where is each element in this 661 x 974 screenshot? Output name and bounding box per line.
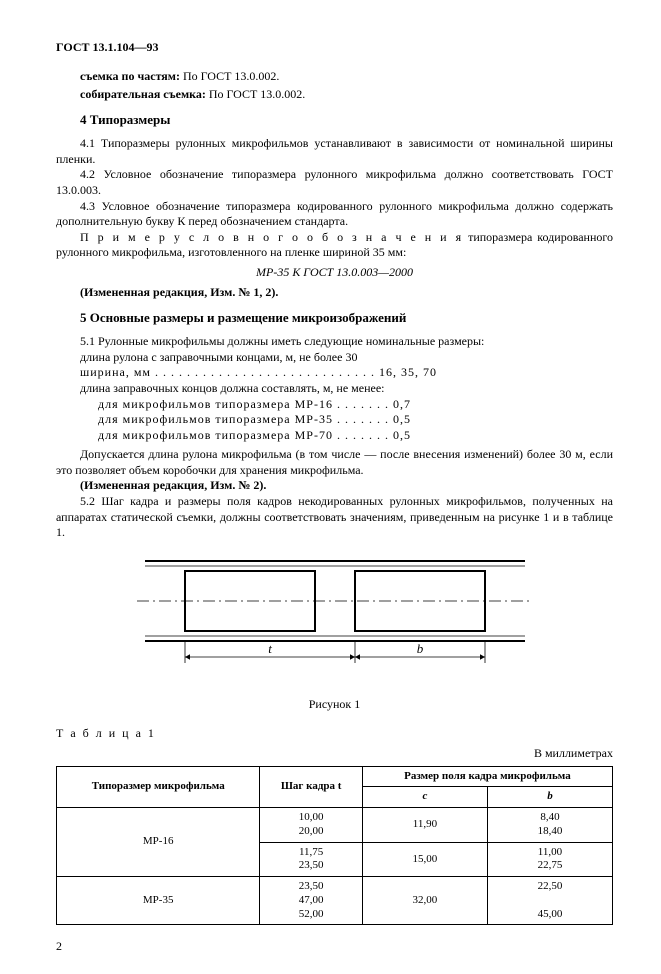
page-number: 2: [56, 939, 613, 954]
list-l3: длина заправочных концов должна составля…: [56, 381, 613, 397]
para-5-1-tail: Допускается длина рулона микрофильма (в …: [56, 447, 613, 478]
table-row: МР-16: [57, 808, 260, 877]
para-4-3: 4.3 Условное обозначение типоразмера код…: [56, 199, 613, 230]
table-1-title: Т а б л и ц а 1: [56, 726, 613, 742]
def1-term: съемка по частям:: [80, 69, 180, 83]
th-b: b: [487, 787, 612, 808]
sec4-changed: (Измененная редакция, Изм. № 1, 2).: [56, 285, 613, 301]
figure-1: tb: [56, 551, 613, 691]
para-4-2: 4.2 Условное обозначение типоразмера рул…: [56, 167, 613, 198]
para-4-example: П р и м е р у с л о в н о г о о б о з н …: [56, 230, 613, 261]
table-cell: 10,0020,00: [260, 808, 363, 843]
table-row: МР-35: [57, 877, 260, 925]
sec5-changed: (Измененная редакция, Изм. № 2).: [56, 478, 613, 494]
para-5-1-intro: 5.1 Рулонные микрофильмы должны иметь сл…: [56, 334, 613, 350]
list-l1: длина рулона с заправочными концами, м, …: [56, 350, 613, 366]
table-1: Типоразмер микрофильма Шаг кадра t Разме…: [56, 766, 613, 926]
table-cell: 11,7523,50: [260, 842, 363, 877]
th-field: Размер поля кадра микрофильма: [362, 766, 612, 787]
table-cell: 15,00: [362, 842, 487, 877]
def1-rest: По ГОСТ 13.0.002.: [180, 69, 279, 83]
table-cell: 11,0022,75: [487, 842, 612, 877]
svg-text:t: t: [268, 641, 272, 656]
example-code: МР-35 К ГОСТ 13.0.003—2000: [56, 265, 613, 281]
table-1-units: В миллиметрах: [56, 746, 613, 762]
example-lead: П р и м е р у с л о в н о г о о б о з н …: [80, 230, 463, 244]
def2-term: собирательная съемка:: [80, 87, 206, 101]
section-4-title: 4 Типоразмеры: [56, 112, 613, 128]
table-1-body: МР-1610,0020,0011,908,4018,4011,7523,501…: [57, 808, 613, 925]
section-5-title: 5 Основные размеры и размещение микроизо…: [56, 310, 613, 326]
standard-code: ГОСТ 13.1.104—93: [56, 40, 613, 55]
definitions-block: съемка по частям: По ГОСТ 13.0.002. соби…: [56, 69, 613, 102]
th-c: c: [362, 787, 487, 808]
def2-rest: По ГОСТ 13.0.002.: [206, 87, 305, 101]
para-5-2: 5.2 Шаг кадра и размеры поля кадров неко…: [56, 494, 613, 541]
list-l4: для микрофильмов типоразмера МР-16 . . .…: [56, 397, 613, 413]
table-cell: 11,90: [362, 808, 487, 843]
list-l6: для микрофильмов типоразмера МР-70 . . .…: [56, 428, 613, 444]
list-l2: ширина, мм . . . . . . . . . . . . . . .…: [56, 365, 613, 381]
figure-1-caption: Рисунок 1: [56, 697, 613, 713]
table-cell: 8,4018,40: [487, 808, 612, 843]
svg-text:b: b: [416, 641, 423, 656]
table-cell: 32,00: [362, 877, 487, 925]
list-l5: для микрофильмов типоразмера МР-35 . . .…: [56, 412, 613, 428]
para-4-1: 4.1 Типоразмеры рулонных микрофильмов ус…: [56, 136, 613, 167]
figure-1-svg: tb: [125, 551, 545, 691]
table-cell: 23,5047,0052,00: [260, 877, 363, 925]
th-step: Шаг кадра t: [260, 766, 363, 808]
th-size: Типоразмер микрофильма: [57, 766, 260, 808]
table-cell: 22,5045,00: [487, 877, 612, 925]
page: ГОСТ 13.1.104—93 съемка по частям: По ГО…: [0, 0, 661, 974]
